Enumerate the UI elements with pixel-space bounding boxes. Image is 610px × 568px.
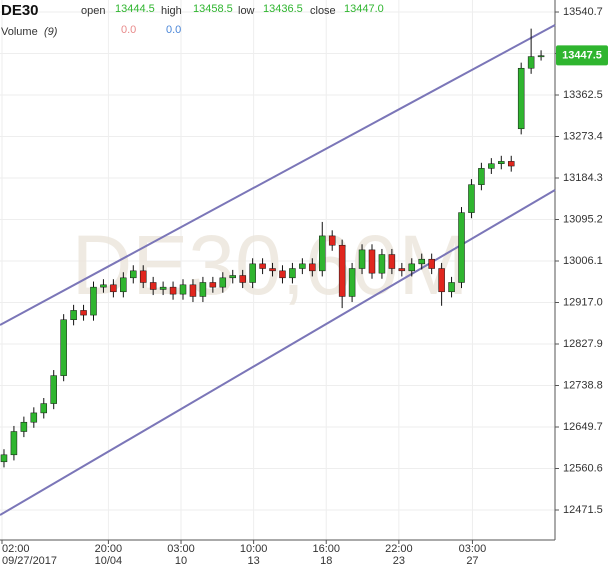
price-tag-label: 13447.5 <box>562 49 602 61</box>
candle-body <box>199 282 207 297</box>
x-tick-date: 09/27/2017 <box>2 555 57 567</box>
price-tag <box>556 45 608 66</box>
candle-body <box>299 263 306 269</box>
candle-body <box>408 263 416 272</box>
candle-body <box>60 319 67 376</box>
y-tick-label: 13006.1 <box>563 255 603 267</box>
candle-body <box>478 168 485 185</box>
symbol: DE30 <box>1 2 39 19</box>
x-tick-date: 10 <box>175 555 187 567</box>
candle-body <box>269 268 276 272</box>
candle-body <box>20 421 28 432</box>
ohlc-name: high <box>161 5 182 17</box>
candle-body <box>80 310 87 316</box>
y-tick-label: 13273.4 <box>563 130 603 142</box>
candle-body <box>428 258 435 269</box>
candle-body <box>537 55 545 58</box>
candle-body <box>159 286 167 290</box>
candle-body <box>319 235 326 272</box>
y-tick-label: 12827.9 <box>563 338 603 350</box>
candle-body <box>309 263 316 272</box>
candle-body <box>527 56 535 69</box>
ohlc-value: 13458.5 <box>193 3 233 15</box>
candle-body <box>418 258 425 265</box>
candle-body <box>378 254 386 274</box>
y-tick-label: 12917.0 <box>563 296 603 308</box>
candle-body <box>0 454 8 463</box>
ohlc-value: 13447.0 <box>344 3 384 15</box>
candle-body <box>239 275 246 283</box>
y-tick-label: 12649.7 <box>563 421 603 433</box>
candle-body <box>90 286 97 316</box>
x-tick-date: 27 <box>466 555 478 567</box>
candle-body <box>149 282 157 290</box>
x-tick-date: 18 <box>320 555 332 567</box>
candle-body <box>259 263 266 269</box>
candle-body <box>179 284 187 295</box>
candle-body <box>338 244 346 297</box>
candle-body <box>488 163 495 169</box>
candle-body <box>458 212 465 283</box>
candle-body <box>70 310 77 320</box>
ohlc-name: open <box>81 5 105 17</box>
candle-body <box>398 268 406 272</box>
candle-body <box>507 161 515 167</box>
candle-body <box>130 270 137 279</box>
candle-body <box>348 268 356 297</box>
x-tick-label: 03:00 <box>459 543 487 555</box>
candle-body <box>120 277 127 293</box>
candle-body <box>169 286 177 295</box>
x-tick-date: 13 <box>248 555 260 567</box>
x-tick-label: 02:00 <box>2 543 30 555</box>
ohlc-value: 13436.5 <box>263 3 303 15</box>
candle-body <box>438 268 445 293</box>
candle-body <box>517 67 525 130</box>
candle-body <box>229 275 236 279</box>
candle-body <box>100 284 107 288</box>
x-tick-label: 16:00 <box>312 543 340 555</box>
volume-params: (9) <box>44 26 58 38</box>
volume-value: 0.0 <box>166 24 181 36</box>
candle-body <box>110 284 117 293</box>
y-tick-label: 13184.3 <box>563 172 603 184</box>
x-tick-label: 20:00 <box>95 543 123 555</box>
candle-body <box>219 277 227 288</box>
candle-body <box>10 431 18 456</box>
x-tick-date: 23 <box>393 555 405 567</box>
candle-body <box>139 270 147 283</box>
volume-value: 0.0 <box>121 24 136 36</box>
candle-body <box>448 282 455 293</box>
y-tick-label: 12738.8 <box>563 379 603 391</box>
candle-body <box>189 284 197 297</box>
candle-body <box>279 270 286 279</box>
y-tick-label: 12471.5 <box>563 504 603 516</box>
x-tick-label: 03:00 <box>167 543 195 555</box>
candle-body <box>249 263 256 283</box>
ohlc-value: 13444.5 <box>115 3 155 15</box>
candle-body <box>388 254 396 269</box>
x-tick-label: 10:00 <box>240 543 268 555</box>
candle-body <box>358 249 366 269</box>
trend-line <box>0 24 556 326</box>
y-tick-label: 13095.2 <box>563 213 603 225</box>
y-tick-label: 13362.5 <box>563 89 603 101</box>
candle-body <box>50 375 57 404</box>
candle-body <box>468 184 475 213</box>
candle-body <box>289 268 296 279</box>
y-tick-label: 12560.6 <box>563 462 603 474</box>
candle-body <box>40 403 48 414</box>
x-tick-date: 10/04 <box>95 555 123 567</box>
candle-body <box>368 249 376 274</box>
x-tick-label: 22:00 <box>385 543 413 555</box>
candle-body <box>328 235 336 246</box>
candle-body <box>209 282 217 288</box>
ohlc-name: close <box>310 5 336 17</box>
candle-body <box>498 161 505 164</box>
volume-name: Volume <box>1 26 38 38</box>
y-tick-label: 13540.7 <box>563 6 603 18</box>
ohlc-name: low <box>238 5 255 17</box>
candle-body <box>30 412 38 423</box>
